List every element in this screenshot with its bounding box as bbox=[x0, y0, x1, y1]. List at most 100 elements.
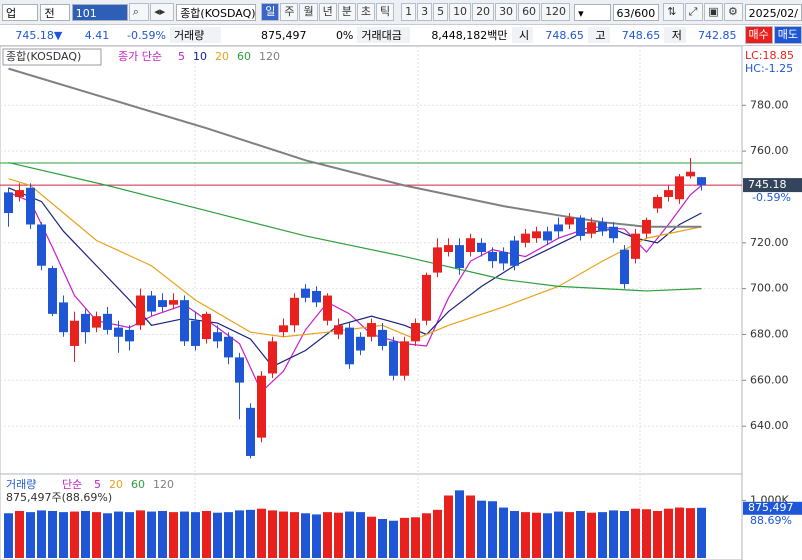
candle-body bbox=[433, 247, 442, 273]
candle-body bbox=[213, 332, 222, 342]
period-button[interactable]: 월 bbox=[299, 3, 318, 21]
market-select[interactable]: 업 bbox=[2, 3, 39, 21]
interval-button[interactable]: 1 bbox=[401, 3, 417, 21]
volume-bar bbox=[587, 512, 596, 558]
period-button[interactable]: 분 bbox=[337, 3, 356, 21]
volume-bar bbox=[598, 512, 607, 558]
interval-button[interactable]: 60 bbox=[518, 3, 541, 21]
candle-body bbox=[136, 295, 145, 326]
candle-body bbox=[697, 177, 706, 186]
prev-select[interactable]: 전 bbox=[40, 3, 70, 21]
volume-bar bbox=[147, 511, 156, 558]
volume-bar bbox=[59, 512, 68, 558]
period-button[interactable]: 일 bbox=[261, 3, 280, 21]
candle-body bbox=[268, 341, 277, 374]
volume-bar bbox=[543, 513, 552, 558]
y-tick-label: 720.00 bbox=[750, 236, 789, 249]
candle-body bbox=[587, 222, 596, 234]
volume-bar bbox=[499, 507, 508, 558]
volume-bar bbox=[169, 512, 178, 558]
volume-bar bbox=[202, 510, 211, 558]
volume-bar bbox=[631, 508, 640, 558]
volume-label: 거래량 bbox=[169, 27, 221, 43]
volume-bar bbox=[92, 512, 101, 558]
candle-body bbox=[301, 288, 310, 298]
tool-button[interactable]: ⤢ bbox=[684, 3, 704, 21]
candle-body bbox=[279, 325, 288, 333]
volume-bar bbox=[290, 512, 299, 558]
candle-body bbox=[59, 302, 68, 333]
y-tick-label: 700.00 bbox=[750, 282, 789, 295]
volume-bar bbox=[356, 512, 365, 558]
open: 748.65 bbox=[545, 28, 584, 42]
period-button[interactable]: 주 bbox=[280, 3, 299, 21]
period-button[interactable]: 틱 bbox=[375, 3, 395, 21]
interval-button[interactable]: 120 bbox=[541, 3, 571, 21]
plot: 640.00 660.00 680.00 700.00 720.00 760.00 780.… bbox=[0, 48, 802, 558]
volume-bar bbox=[576, 510, 585, 558]
volume-bar bbox=[367, 516, 376, 558]
candle-body bbox=[290, 297, 299, 326]
candle-body bbox=[37, 224, 46, 266]
candle-body bbox=[400, 341, 409, 376]
sell-button[interactable]: 매도 bbox=[773, 26, 802, 44]
candle-body bbox=[169, 300, 178, 305]
buy-button[interactable]: 매수 bbox=[744, 26, 773, 44]
save-button[interactable]: ▣ bbox=[704, 3, 723, 21]
settings-button[interactable]: ⚙ bbox=[723, 3, 743, 21]
interval-button[interactable]: 5 bbox=[433, 3, 449, 21]
candle-body bbox=[642, 219, 651, 234]
low-label: 저 bbox=[664, 27, 686, 43]
search-button[interactable]: ⌕ bbox=[128, 3, 150, 21]
candle-body bbox=[323, 295, 332, 321]
candle-body bbox=[356, 336, 365, 351]
candle-body bbox=[114, 327, 123, 337]
volume-bar bbox=[466, 495, 475, 558]
volume-bar bbox=[224, 512, 233, 558]
count-field[interactable]: 63/600 bbox=[612, 3, 660, 21]
y-tick-label: 660.00 bbox=[750, 373, 789, 386]
interval-button[interactable]: 30 bbox=[495, 3, 518, 21]
candle-body bbox=[686, 171, 695, 177]
interval-button[interactable]: 20 bbox=[472, 3, 495, 21]
amount-label: 거래대금 bbox=[357, 27, 411, 43]
candle-body bbox=[576, 217, 585, 236]
volume-bar bbox=[37, 510, 46, 558]
candle-body bbox=[15, 190, 24, 197]
change: 4.41 bbox=[84, 28, 110, 42]
interval-dropdown[interactable]: ▾ bbox=[574, 3, 611, 21]
code-input[interactable]: 101 bbox=[71, 3, 128, 21]
volume-bar bbox=[565, 512, 574, 558]
price-arrow: ▼ bbox=[53, 28, 63, 42]
candle-body bbox=[422, 274, 431, 321]
tool-button[interactable]: ⇅ bbox=[663, 3, 684, 21]
candle-body bbox=[675, 176, 684, 200]
sound-button[interactable]: ◂▸ bbox=[150, 3, 175, 21]
date-field[interactable]: 2025/02/ bbox=[744, 3, 802, 21]
candle-body bbox=[4, 192, 13, 214]
low: 742.85 bbox=[698, 28, 737, 42]
legend-entry: 120 bbox=[153, 478, 174, 491]
candle-body bbox=[444, 245, 453, 252]
y-tick-label: 780.00 bbox=[750, 98, 789, 111]
candle-body bbox=[488, 251, 497, 262]
name-field: 종합(KOSDAQ) bbox=[176, 3, 257, 21]
candle-body bbox=[345, 327, 354, 365]
volume-bar bbox=[213, 512, 222, 558]
volume-bar bbox=[125, 512, 134, 558]
interval-button[interactable]: 3 bbox=[417, 3, 433, 21]
volume-bar bbox=[312, 514, 321, 558]
period-button[interactable]: 초 bbox=[356, 3, 375, 21]
legend-entry: 10 bbox=[193, 50, 207, 63]
high: 748.65 bbox=[621, 28, 661, 42]
volume-bar bbox=[191, 512, 200, 558]
volume-bar bbox=[554, 511, 563, 558]
quote-bar: 745.18▼ 4.41 -0.59% 거래량 875,497 0% 거래대금 … bbox=[0, 25, 802, 46]
volume-bar bbox=[81, 510, 90, 558]
interval-button[interactable]: 10 bbox=[449, 3, 472, 21]
last-volume-tag bbox=[743, 501, 802, 515]
period-button[interactable]: 년 bbox=[318, 3, 337, 21]
volume-bar bbox=[642, 509, 651, 558]
